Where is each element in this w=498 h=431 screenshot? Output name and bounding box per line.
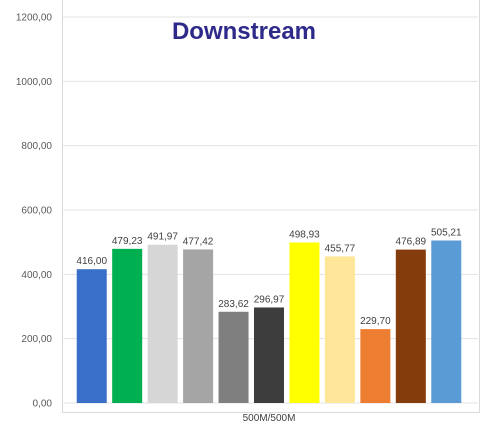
bar (254, 307, 284, 403)
bar (360, 329, 391, 403)
data-label: 476,89 (396, 237, 427, 248)
bar (395, 249, 426, 403)
bar (289, 242, 320, 403)
y-tick-label: 600,00 (21, 206, 52, 217)
chart-title: Downstream (171, 18, 317, 45)
x-category-label: 500M/500M (243, 413, 296, 424)
y-tick-label: 400,00 (21, 270, 52, 281)
data-labels: 416,00 479,23 491,97 477,42 283,62 296,97 498,… (76, 227, 462, 327)
data-label: 491,97 (147, 232, 178, 243)
data-label: 283,62 (218, 299, 249, 310)
data-label: 505,21 (431, 227, 462, 238)
bar (147, 244, 178, 403)
data-label: 477,42 (183, 236, 214, 247)
y-tick-label: 1200,00 (16, 13, 53, 24)
bar (431, 240, 462, 403)
bar (218, 311, 249, 403)
data-label: 416,00 (76, 256, 107, 267)
y-tick-label: 0,00 (33, 399, 53, 410)
data-label: 479,23 (112, 236, 143, 247)
y-tick-label: 800,00 (21, 141, 52, 152)
bar (112, 248, 143, 403)
bar (183, 249, 214, 403)
bars (76, 240, 462, 403)
y-axis: 0,00 200,00 400,00 600,00 800,00 1000,00 1200,… (16, 13, 53, 410)
bar (76, 269, 107, 403)
data-label: 455,77 (325, 243, 356, 254)
data-label: 229,70 (360, 316, 391, 327)
y-tick-label: 200,00 (21, 334, 52, 345)
data-label: 498,93 (289, 230, 320, 241)
bar (324, 256, 355, 403)
data-label: 296,97 (254, 294, 285, 305)
y-tick-label: 1000,00 (16, 77, 53, 88)
